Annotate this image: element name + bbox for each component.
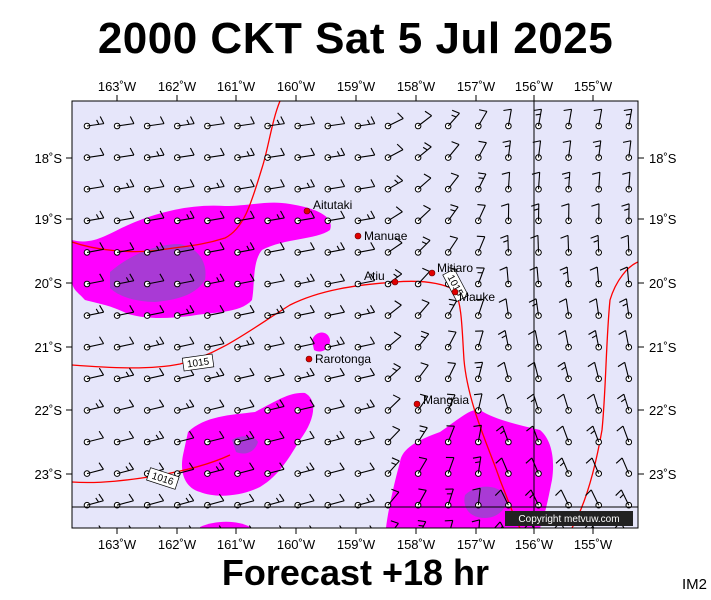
lat-label-left: 19˚S	[35, 212, 63, 227]
lat-label-right: 23˚S	[649, 467, 677, 482]
place-manuae: Manuae	[354, 229, 408, 243]
lon-label-bottom: 155˚W	[574, 537, 613, 552]
lon-label-top: 157˚W	[457, 79, 496, 94]
isobar-value-1015-a: 1015	[186, 356, 210, 370]
place-atiu: Atiu	[364, 269, 399, 286]
lon-label-bottom: 163˚W	[98, 537, 137, 552]
place-rarotonga: Rarotonga	[305, 352, 371, 366]
image-code: IM2	[681, 576, 707, 593]
lon-label-top: 155˚W	[574, 79, 613, 94]
lat-label-right: 22˚S	[649, 403, 677, 418]
lon-label-bottom: 158˚W	[397, 537, 436, 552]
lon-label-top: 158˚W	[397, 79, 436, 94]
wind-barbs	[83, 108, 633, 528]
lon-label-top: 156˚W	[515, 79, 554, 94]
lon-label-bottom: 162˚W	[158, 537, 197, 552]
place-label-rarotonga: Rarotonga	[315, 352, 371, 366]
place-label-manuae: Manuae	[364, 229, 408, 243]
lat-label-right: 21˚S	[649, 340, 677, 355]
forecast-label: Forecast +18 hr	[221, 552, 490, 593]
lon-label-bottom: 157˚W	[457, 537, 496, 552]
copyright-text: Copyright metvuw.com	[518, 514, 619, 525]
place-aitutaki: Aitutaki	[303, 198, 352, 215]
lon-label-bottom: 161˚W	[217, 537, 256, 552]
lon-label-top: 159˚W	[337, 79, 376, 94]
place-label-mangaia: Mangaia	[423, 393, 469, 407]
longitude-labels: 163˚W 163˚W 162˚W 162˚W 161˚W 161˚W 160˚W 160˚W…	[98, 79, 613, 552]
lat-label-left: 22˚S	[35, 403, 63, 418]
lon-label-top: 163˚W	[98, 79, 137, 94]
place-mitiaro: Mitiaro	[428, 261, 473, 277]
lon-label-top: 161˚W	[217, 79, 256, 94]
map-frame	[71, 100, 639, 529]
place-mauke: Mauke	[451, 288, 495, 304]
lat-label-left: 23˚S	[35, 467, 63, 482]
lat-label-right: 20˚S	[649, 276, 677, 291]
place-label-aitutaki: Aitutaki	[313, 198, 352, 212]
map-title: 2000 CKT Sat 5 Jul 2025	[97, 14, 614, 63]
lat-label-left: 18˚S	[35, 151, 63, 166]
place-label-mitiaro: Mitiaro	[437, 261, 473, 275]
axis-ticks	[66, 95, 644, 534]
place-label-atiu: Atiu	[364, 269, 385, 283]
lon-label-bottom: 160˚W	[277, 537, 316, 552]
latitude-labels: 18˚S 18˚S 19˚S 19˚S 20˚S 20˚S 21˚S 21˚S 22˚S 22˚S…	[35, 151, 677, 482]
lon-label-top: 162˚W	[158, 79, 197, 94]
lat-label-right: 18˚S	[649, 151, 677, 166]
place-label-mauke: Mauke	[459, 290, 495, 304]
place-mangaia: Mangaia	[413, 393, 469, 408]
lon-label-bottom: 159˚W	[337, 537, 376, 552]
lat-label-left: 20˚S	[35, 276, 63, 291]
lon-label-top: 160˚W	[277, 79, 316, 94]
lon-label-bottom: 156˚W	[515, 537, 554, 552]
copyright-box	[505, 511, 633, 526]
lat-label-right: 19˚S	[649, 212, 677, 227]
isobar-label-1: 1015	[181, 353, 215, 372]
lat-label-left: 21˚S	[35, 340, 63, 355]
